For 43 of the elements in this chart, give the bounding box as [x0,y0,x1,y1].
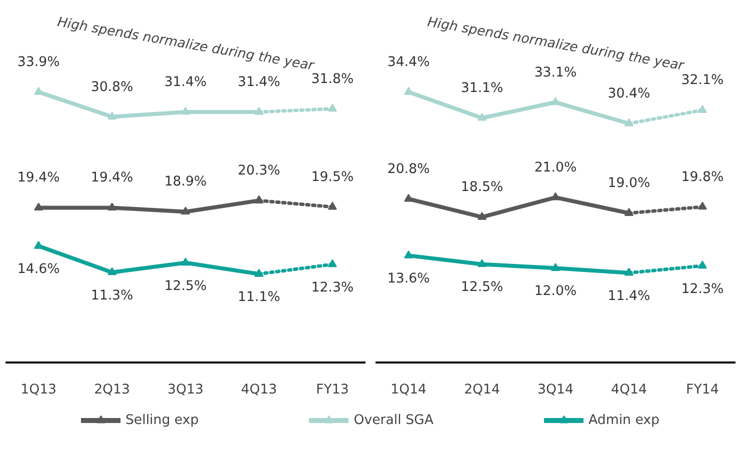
x-tick-label: FY14 [686,382,719,398]
legend-label: Overall SGA [354,412,434,428]
data-label: 19.4% [17,170,60,186]
data-label: 18.9% [164,174,207,190]
data-label: 31.4% [238,74,280,90]
data-label: 33.9% [17,55,60,70]
data-label: 12.0% [534,284,577,300]
x-tick-label: 2Q13 [94,382,130,398]
data-label: 18.5% [460,180,504,196]
data-label: 20.8% [387,162,430,177]
x-tick-label: 3Q13 [168,382,204,398]
x-tick-label: 1Q14 [390,382,427,398]
data-label: 14.6% [17,262,60,278]
data-label: 12.3% [311,280,354,296]
data-label: 31.1% [460,80,504,96]
data-label: 19.4% [90,170,134,186]
data-label: 20.3% [238,164,280,179]
x-tick-label: 2Q14 [464,382,500,398]
data-label: 32.1% [681,73,724,88]
data-label: 31.8% [311,72,354,87]
data-label: 19.5% [311,170,354,185]
data-label: 12.5% [460,280,504,296]
data-label: 33.1% [534,65,577,80]
data-label: 11.3% [90,288,134,304]
x-tick-label: 3Q14 [538,382,574,398]
data-label: 19.0% [608,176,650,192]
legend-label: Selling exp [125,412,199,428]
data-label: 11.4% [608,288,650,304]
data-label: 11.1% [238,290,280,305]
data-label: 30.4% [608,86,650,102]
data-label: 12.3% [681,282,724,297]
x-tick-label: 4Q13 [241,382,277,398]
data-label: 13.6% [387,272,430,287]
legend-label: Admin exp [588,412,660,428]
x-tick-label: 1Q13 [20,382,57,398]
data-label: 30.8% [90,80,134,95]
x-tick-label: 4Q14 [611,382,647,398]
data-label: 21.0% [534,160,577,176]
data-label: 12.5% [164,278,207,294]
data-label: 19.8% [681,170,724,185]
x-tick-label: FY13 [316,382,349,398]
data-label: 34.4% [387,55,430,70]
data-label: 31.4% [164,74,207,90]
